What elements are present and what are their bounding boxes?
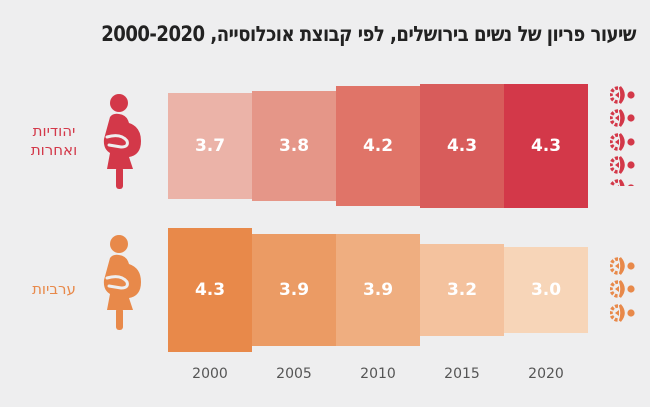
data-label: 4.2	[362, 135, 394, 156]
baby-icon	[609, 132, 636, 157]
baby-icon	[609, 279, 636, 304]
data-label: 4.3	[530, 135, 562, 156]
baby-icon	[609, 108, 636, 133]
data-label: 3.9	[278, 279, 310, 300]
bar-2000: 3.7	[168, 92, 252, 200]
bar-2015: 4.3	[420, 84, 504, 208]
x-tick-label: 2015	[444, 366, 480, 382]
series-label-line: ואחרות	[30, 141, 78, 159]
data-label: 3.9	[362, 279, 394, 300]
series-label: ערביות	[18, 280, 90, 299]
bar-2020: 4.3	[504, 84, 588, 208]
bar-2020: 3.0	[504, 246, 588, 334]
x-tick-label: 2005	[276, 366, 312, 382]
baby-icon	[609, 256, 636, 281]
bar-2000: 4.3	[168, 228, 252, 352]
series-label-line: יהודיות	[32, 122, 76, 140]
data-label: 3.2	[446, 279, 478, 300]
series-label: יהודיות ואחרות	[18, 122, 90, 160]
baby-icon	[610, 178, 636, 187]
bar-2005: 3.9	[252, 233, 336, 347]
chart-title: שיעור פריון של נשים בירושלים, לפי קבוצת …	[101, 22, 636, 46]
data-label: 3.7	[194, 135, 226, 156]
data-label: 4.3	[194, 279, 226, 300]
data-label: 3.0	[530, 279, 562, 300]
series-label-line: ערביות	[32, 280, 76, 298]
baby-icon	[609, 85, 636, 110]
pregnant-woman-icon	[97, 234, 143, 335]
x-tick-label: 2000	[192, 366, 228, 382]
bar-2015: 3.2	[420, 243, 504, 337]
data-label: 4.3	[446, 135, 478, 156]
bar-2010: 3.9	[336, 233, 420, 347]
baby-icon	[609, 155, 636, 180]
data-label: 3.8	[278, 135, 310, 156]
pregnant-woman-icon	[97, 93, 143, 194]
x-tick-label: 2010	[360, 366, 396, 382]
bar-2010: 4.2	[336, 85, 420, 207]
baby-icon	[609, 303, 636, 328]
x-tick-label: 2020	[528, 366, 564, 382]
bar-2005: 3.8	[252, 91, 336, 201]
